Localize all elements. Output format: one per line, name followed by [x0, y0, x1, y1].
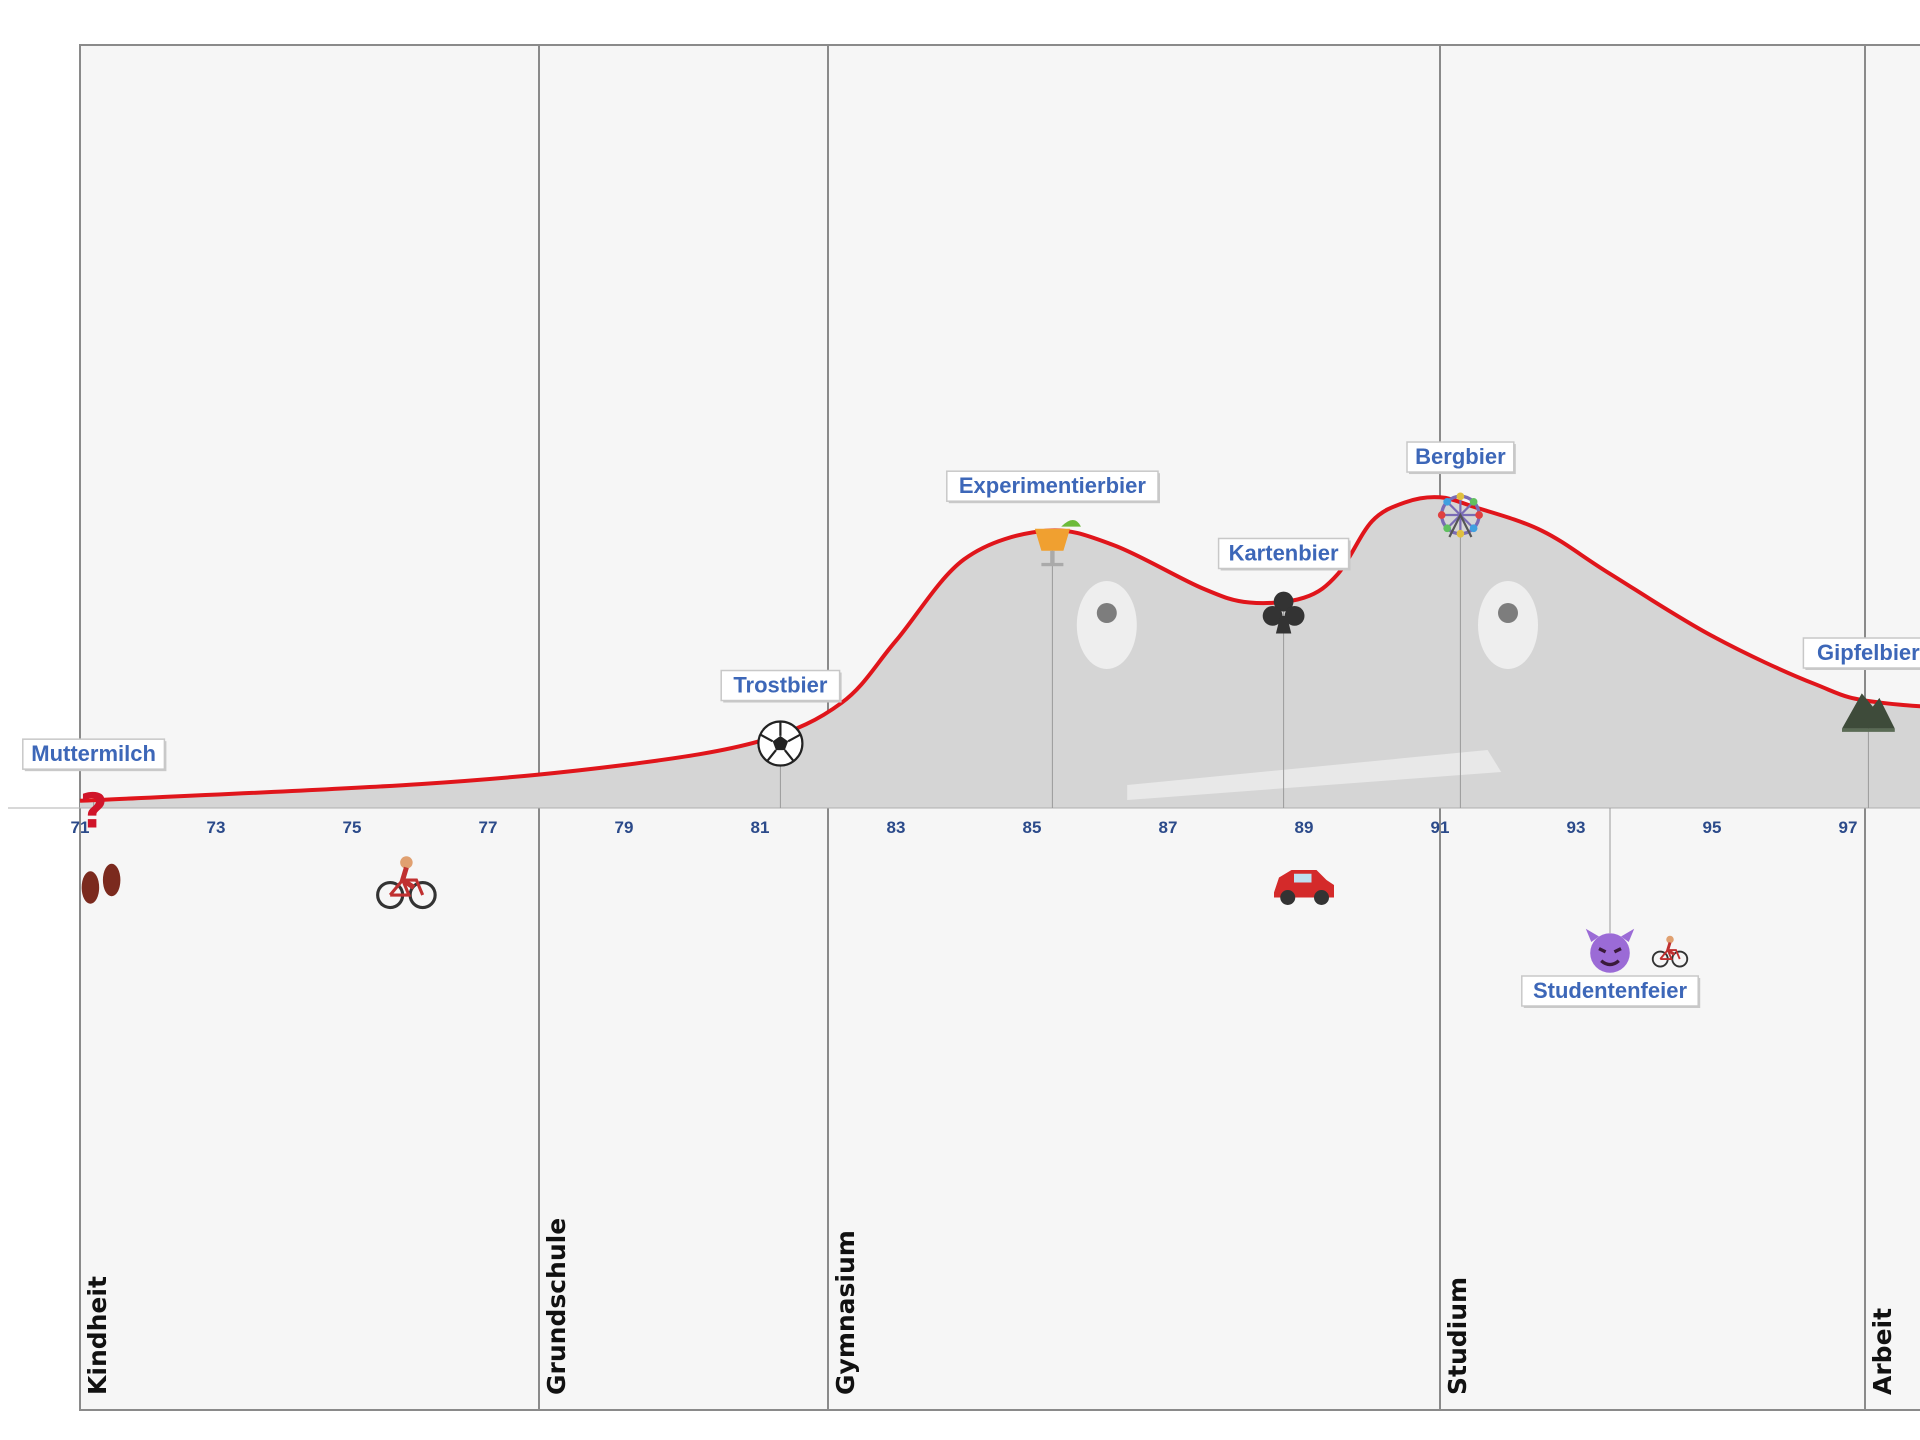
cocktail-icon-part [1034, 528, 1070, 551]
x-tick-label: 85 [1023, 818, 1042, 837]
face-mouth-icon [1127, 750, 1502, 800]
label-box [946, 470, 1159, 502]
car-icon [1274, 870, 1334, 905]
phase-label: Grundschule [542, 1218, 571, 1395]
x-tick-label: 79 [615, 818, 634, 837]
car-icon-part [1314, 890, 1329, 905]
face-eye-icon [1076, 581, 1137, 669]
label-text: Trostbier [733, 673, 828, 698]
cocktail-icon-part [1050, 550, 1055, 564]
mountain-icon-part [1842, 693, 1895, 729]
annotation-experimentierbier: Experimentierbier [946, 470, 1160, 504]
label-box [1406, 441, 1515, 473]
bicycle-icon-part [1666, 935, 1674, 944]
annotation-gipfelbier: Gipfelbier [1802, 637, 1920, 671]
x-tick-label: 81 [751, 818, 770, 837]
club-suit-icon [1262, 591, 1305, 634]
ferris-wheel-icon [1437, 492, 1483, 538]
label-box [1521, 975, 1699, 1007]
cocktail-icon-part [1041, 562, 1064, 567]
label-text: Studentenfeier [1533, 978, 1687, 1003]
cyclist-icon-part [388, 878, 425, 897]
phase-label: Arbeit [1868, 1308, 1897, 1395]
x-tick-label: 95 [1703, 818, 1722, 837]
footprints-icon-part [102, 863, 121, 897]
label-box [22, 738, 166, 770]
cocktail-icon-part [1061, 519, 1081, 527]
phase-band [79, 44, 540, 1411]
soccer-ball-icon-part [772, 735, 789, 751]
phase-label: Gymnasium [831, 1230, 860, 1395]
x-tick-label: 77 [479, 818, 498, 837]
x-tick-label: 71 [71, 818, 90, 837]
label-text: Muttermilch [31, 741, 156, 766]
x-tick-label: 87 [1159, 818, 1178, 837]
club-suit-icon-part [1273, 591, 1294, 612]
x-tick-label: 97 [1839, 818, 1858, 837]
annotation-trostbier: Trostbier [720, 669, 842, 703]
ferris-wheel-icon-part [1443, 497, 1452, 506]
bicycle-icon-part [1665, 942, 1676, 956]
club-suit-icon-part [1262, 605, 1283, 626]
club-suit-icon-part [1275, 615, 1292, 634]
face-pupil-icon [1498, 603, 1518, 623]
x-tick-label: 91 [1431, 818, 1450, 837]
label-text: Gipfelbier [1817, 640, 1920, 665]
label-box [1217, 537, 1350, 570]
phase-label: Studium [1443, 1277, 1472, 1395]
club-suit-icon-part [1284, 605, 1305, 626]
label-box [720, 669, 841, 702]
x-tick-label: 83 [887, 818, 906, 837]
cyclist-icon [376, 856, 437, 910]
bicycle-icon-part [1659, 949, 1681, 960]
ferris-wheel-icon-part [1456, 529, 1465, 538]
annotation-muttermilch: Muttermilch [22, 738, 167, 772]
purple-devil-icon-part [1598, 947, 1622, 954]
x-tick-label: 75 [343, 818, 362, 837]
face-eye-icon [1478, 581, 1538, 669]
phase-label: Kindheit [83, 1276, 112, 1395]
face-pupil-icon [1096, 603, 1117, 623]
ferris-wheel-icon-part [1469, 497, 1478, 506]
ferris-wheel-icon-part [1456, 492, 1465, 501]
label-text: Bergbier [1415, 444, 1506, 469]
ferris-wheel-icon-part [1443, 524, 1452, 533]
ferris-wheel-icon-part [1475, 511, 1483, 519]
cyclist-icon-part [399, 866, 416, 890]
ferris-wheel-icon-part [1469, 524, 1478, 533]
soccer-ball-icon [757, 720, 804, 767]
ferris-wheel-icon-part [1437, 511, 1446, 519]
label-box [1802, 637, 1920, 669]
question-mark-icon: ? [80, 784, 108, 840]
bicycle-icon [1651, 935, 1689, 968]
footprints-icon-part [81, 871, 100, 904]
ferris-wheel-icon-part [1448, 512, 1473, 538]
x-tick-label: 93 [1567, 818, 1586, 837]
life-curve [79, 495, 1920, 803]
mountain-icon-part [1842, 728, 1895, 732]
mountain-icon [1842, 693, 1895, 732]
soccer-ball-icon-part [760, 721, 801, 762]
annotation-bergbier: Bergbier [1406, 441, 1516, 475]
purple-devil-icon-part [1585, 928, 1599, 942]
cocktail-icon [1034, 519, 1081, 567]
purple-devil-icon-part [1621, 928, 1635, 942]
x-tick-label: 73 [207, 818, 226, 837]
purple-devil-icon-part [1590, 933, 1630, 973]
purple-devil-icon [1585, 928, 1635, 973]
label-text: Kartenbier [1229, 540, 1339, 565]
footprints-icon [81, 863, 121, 904]
question-mark-icon-part: ? [80, 784, 108, 840]
car-icon-part [1280, 890, 1296, 905]
purple-devil-icon-part [1600, 959, 1620, 967]
label-text: Experimentierbier [959, 473, 1147, 498]
event-studentenfeier: Studentenfeier [1521, 975, 1701, 1008]
x-tick-label: 89 [1295, 818, 1314, 837]
cyclist-icon-part [400, 856, 413, 869]
car-icon-part [1294, 873, 1312, 883]
annotation-kartenbier: Kartenbier [1217, 537, 1351, 571]
